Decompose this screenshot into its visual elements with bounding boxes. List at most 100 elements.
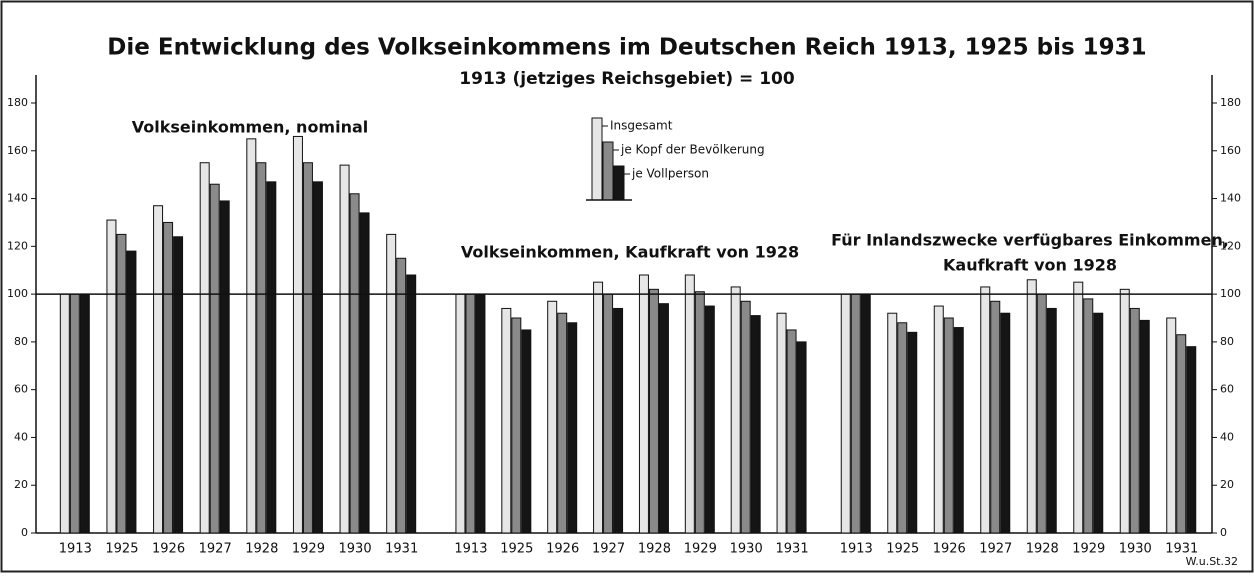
y-tick-label: 40	[14, 430, 28, 443]
bar	[302, 162, 313, 534]
y2-tick-label: 60	[1220, 383, 1234, 396]
bar	[638, 274, 649, 534]
y2-tick-label: 80	[1220, 335, 1234, 348]
bar	[1129, 307, 1140, 534]
panel-title: Volkseinkommen, Kaufkraft von 1928	[461, 243, 799, 262]
bar	[1000, 312, 1011, 534]
y2-tick-label: 140	[1220, 192, 1241, 205]
bar	[475, 293, 486, 534]
bar	[292, 135, 303, 534]
bar	[613, 307, 624, 534]
y-tick-label: 120	[7, 239, 28, 252]
y2-tick-label: 40	[1220, 430, 1234, 443]
bar	[990, 300, 1001, 534]
bar	[1036, 293, 1047, 534]
bar	[69, 293, 80, 534]
x-tick-label: 1925	[500, 542, 533, 557]
bar	[557, 312, 568, 534]
bar	[953, 327, 964, 534]
bar	[511, 317, 522, 534]
bar	[897, 322, 908, 534]
bar	[153, 205, 164, 534]
bar	[943, 317, 954, 534]
bar	[704, 305, 715, 534]
bar	[796, 341, 807, 534]
bar	[1026, 279, 1037, 534]
bar	[648, 288, 659, 534]
bar	[740, 300, 751, 534]
x-tick-label: 1931	[385, 542, 418, 557]
x-tick-label: 1930	[1119, 542, 1152, 557]
bar	[521, 329, 532, 534]
bar	[163, 221, 174, 534]
legend-label: je Vollperson	[631, 167, 709, 181]
bar	[173, 236, 184, 534]
bar	[750, 315, 761, 534]
bar	[860, 293, 871, 534]
panel-title: Volkseinkommen, nominal	[132, 118, 369, 137]
bar	[359, 212, 370, 534]
source: W.u.St.32	[1186, 555, 1238, 568]
bar	[59, 293, 70, 534]
bar	[776, 312, 787, 534]
y2-tick-label: 160	[1220, 144, 1241, 157]
bar	[386, 233, 397, 534]
bar	[1093, 312, 1104, 534]
bar	[1073, 281, 1084, 534]
y-tick-label: 160	[7, 144, 28, 157]
chart-title: Die Entwicklung des Volkseinkommens im D…	[107, 35, 1146, 61]
bar	[1139, 319, 1150, 534]
bar	[907, 331, 918, 534]
legend-label: je Kopf der Bevölkerung	[620, 143, 765, 157]
bar	[730, 286, 741, 534]
x-tick-label: 1926	[933, 542, 966, 557]
bar	[1186, 346, 1197, 534]
bar	[980, 286, 991, 534]
bar	[396, 257, 407, 534]
x-tick-label: 1913	[454, 542, 487, 557]
bar	[933, 305, 944, 534]
y-tick-label: 140	[7, 192, 28, 205]
bar	[116, 233, 127, 534]
bar	[603, 293, 614, 534]
bar	[567, 322, 578, 534]
bar	[246, 138, 257, 534]
x-tick-label: 1930	[339, 542, 372, 557]
panel-title: Kaufkraft von 1928	[943, 256, 1117, 275]
x-tick-label: 1927	[979, 542, 1012, 557]
y2-tick-label: 180	[1220, 96, 1241, 109]
x-tick-label: 1926	[152, 542, 185, 557]
x-tick-label: 1929	[292, 542, 325, 557]
bar	[406, 274, 417, 534]
x-tick-label: 1929	[684, 542, 717, 557]
legend-swatch	[602, 141, 614, 201]
x-tick-label: 1925	[105, 542, 138, 557]
y2-tick-label: 20	[1220, 478, 1234, 491]
x-tick-label: 1926	[546, 542, 579, 557]
x-tick-label: 1931	[1165, 542, 1198, 557]
y-tick-label: 0	[21, 526, 28, 539]
bar	[1166, 317, 1177, 534]
x-tick-label: 1928	[1026, 542, 1059, 557]
bar	[547, 300, 558, 534]
bar	[339, 164, 350, 534]
bar	[501, 307, 512, 534]
chart-subtitle: 1913 (jetziges Reichsgebiet) = 100	[459, 69, 795, 89]
y2-tick-label: 0	[1220, 526, 1227, 539]
bar	[455, 293, 466, 534]
legend-label: Insgesamt	[610, 119, 673, 133]
bar	[593, 281, 604, 534]
x-tick-label: 1927	[592, 542, 625, 557]
y-tick-label: 80	[14, 335, 28, 348]
bar	[349, 193, 360, 534]
panel-title: Für Inlandszwecke verfügbares Einkommen,	[831, 231, 1229, 250]
bar	[465, 293, 476, 534]
x-tick-label: 1913	[840, 542, 873, 557]
x-tick-label: 1930	[730, 542, 763, 557]
y2-tick-label: 120	[1220, 239, 1241, 252]
x-tick-label: 1929	[1072, 542, 1105, 557]
bar	[209, 183, 220, 534]
bar	[840, 293, 851, 534]
